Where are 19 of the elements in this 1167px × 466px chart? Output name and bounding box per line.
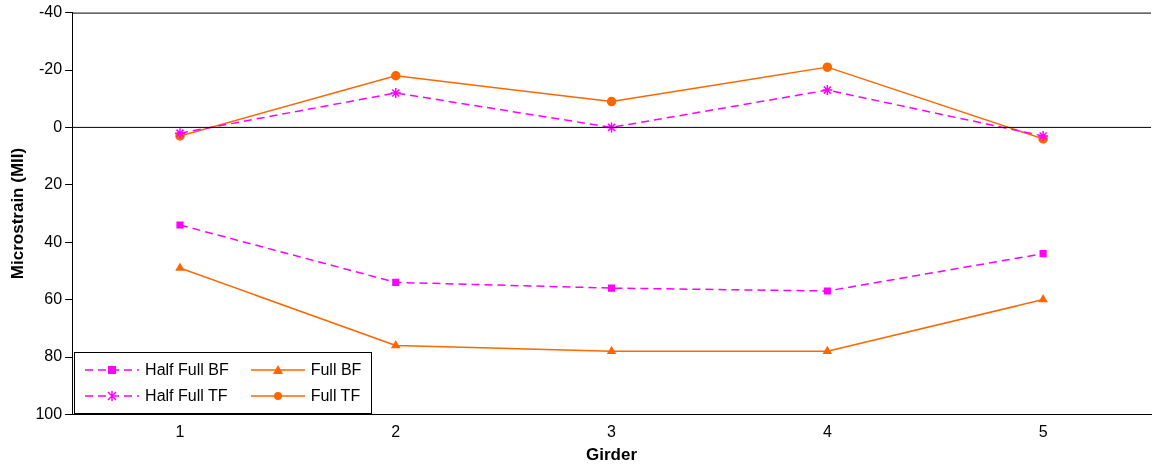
x-tick-label: 3 xyxy=(607,423,617,441)
y-tick-label: -20 xyxy=(38,60,63,78)
legend-label: Full TF xyxy=(310,387,361,406)
y-tick-label: 0 xyxy=(53,117,63,135)
legend-label: Half Full TF xyxy=(145,387,228,406)
y-tick-label: -40 xyxy=(38,3,63,21)
y-tick-label: 20 xyxy=(44,175,63,193)
y-tick-label: 40 xyxy=(44,232,63,250)
y-tick-label: 80 xyxy=(44,347,63,365)
y-tick-label: 60 xyxy=(44,290,63,308)
y-tick-label: 100 xyxy=(35,404,63,422)
legend-label: Full BF xyxy=(310,361,362,380)
x-axis-title: Girder xyxy=(586,445,638,465)
x-tick-label: 2 xyxy=(391,423,401,441)
y-axis-title: Microstrain (MII) xyxy=(7,147,27,280)
x-tick-label: 4 xyxy=(822,423,832,441)
x-tick-label: 5 xyxy=(1038,423,1048,441)
x-tick-label: 1 xyxy=(175,423,185,441)
legend-label: Half Full BF xyxy=(145,361,229,380)
